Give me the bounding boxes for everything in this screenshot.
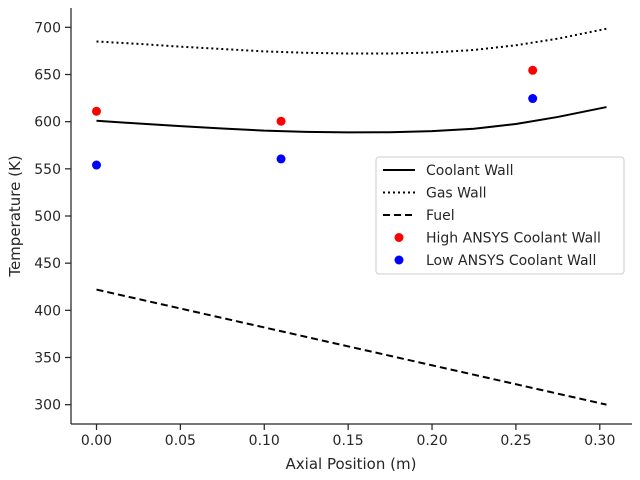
y-tick-label: 550 (34, 162, 61, 178)
y-axis-label: Temperature (K) (6, 155, 24, 277)
legend-low-ansys-coolant-wall-swatch (394, 255, 404, 265)
legend-fuel-label: Fuel (426, 208, 455, 224)
y-tick-label: 650 (34, 68, 61, 84)
x-tick-label: 0.30 (584, 433, 615, 449)
fuel-line (96, 288, 607, 406)
low-ansys-coolant-wall-point (528, 94, 538, 104)
x-tick-label: 0.25 (500, 433, 531, 449)
x-tick-label: 0.00 (81, 433, 112, 449)
x-ticks: 0.00 0.05 0.10 0.15 0.20 0.25 0.30 (81, 424, 615, 449)
legend-coolant-wall-label: Coolant Wall (426, 163, 514, 179)
y-tick-label: 500 (34, 209, 61, 225)
y-ticks: 300 350 400 450 500 550 600 650 700 (34, 20, 71, 414)
y-tick-label: 300 (34, 398, 61, 414)
high-ansys-coolant-wall-point (528, 65, 538, 75)
legend-high-ansys-coolant-wall-swatch (394, 233, 404, 242)
y-tick-label: 450 (34, 256, 61, 272)
plot-lines (96, 27, 607, 406)
high-ansys-coolant-wall-point (92, 106, 101, 116)
legend: Coolant Wall Gas Wall Fuel High ANSYS Coola… (375, 156, 625, 275)
x-axis-label: Axial Position (m) (286, 455, 417, 473)
y-tick-label: 350 (34, 350, 61, 366)
high-ansys-coolant-wall-point (276, 116, 286, 126)
gas-wall-line (96, 27, 607, 55)
x-tick-label: 0.20 (416, 433, 447, 449)
y-tick-label: 700 (34, 20, 61, 36)
x-tick-label: 0.05 (165, 433, 196, 449)
plot-points (92, 65, 538, 170)
low-ansys-coolant-wall-point (276, 154, 286, 164)
x-tick-label: 0.10 (249, 433, 280, 449)
low-ansys-coolant-wall-point (92, 160, 101, 170)
x-tick-label: 0.15 (333, 433, 364, 449)
legend-gas-wall-label: Gas Wall (426, 186, 486, 202)
coolant-wall-line (96, 106, 607, 134)
y-tick-label: 400 (34, 303, 61, 319)
legend-low-ansys-coolant-wall-label: Low ANSYS Coolant Wall (426, 253, 596, 269)
y-tick-label: 600 (34, 115, 61, 131)
legend-frame (375, 156, 625, 275)
legend-high-ansys-coolant-wall-label: High ANSYS Coolant Wall (426, 231, 601, 247)
